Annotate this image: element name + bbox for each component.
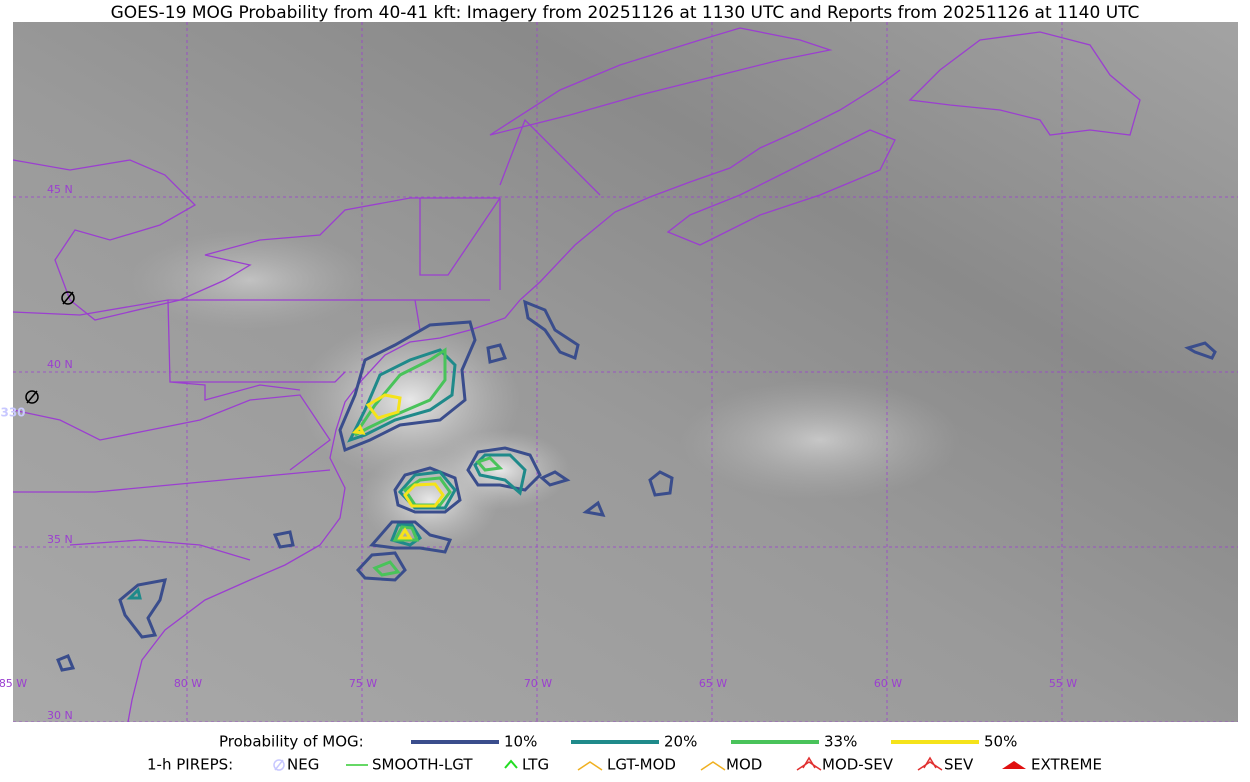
legend-label: MOD-SEV (822, 756, 894, 774)
cloud (430, 430, 570, 510)
lat-label: 30 N (47, 709, 73, 722)
map-labels: 45 N 40 N 35 N 30 N 85 W 80 W 75 W 70 W 65 W 60 W… (0, 183, 1077, 722)
cloud (680, 380, 960, 500)
legend-label: NEG (287, 756, 319, 774)
legend: Probability of MOG: 10% 20% 33% 50% 1-h PIREP… (147, 733, 1102, 774)
legend-label: 10% (504, 733, 537, 751)
legend-symbol (1002, 761, 1026, 769)
legend-label: 20% (664, 733, 697, 751)
cloud (130, 230, 370, 330)
legend-label: EXTREME (1031, 756, 1102, 774)
lon-label: 55 W (1049, 677, 1077, 690)
legend-label: 33% (824, 733, 857, 751)
lon-label: 85 W (0, 677, 27, 690)
borders (13, 27, 1141, 722)
lon-label: 80 W (174, 677, 202, 690)
graticule (13, 22, 1238, 722)
legend-symbol (274, 759, 284, 771)
legend-label: SMOOTH-LGT (372, 756, 473, 774)
lat-label: 40 N (47, 358, 73, 371)
legend-symbol (577, 761, 603, 771)
legend-title: Probability of MOG: (219, 733, 364, 751)
legend-symbol (273, 759, 285, 771)
legend-symbol (796, 761, 822, 771)
legend-symbol (700, 761, 726, 771)
legend-symbol (802, 756, 816, 769)
legend-label: LTG (522, 756, 549, 774)
legend-label: 50% (984, 733, 1017, 751)
pirep-reports (25, 291, 75, 404)
legend-symbol (504, 759, 518, 769)
lat-label: 35 N (47, 533, 73, 546)
station-label: 330 (0, 406, 25, 420)
lon-label: 60 W (874, 677, 902, 690)
legend-label: SEV (944, 756, 974, 774)
contours (56, 299, 1217, 672)
lon-label: 65 W (699, 677, 727, 690)
legend-title: 1-h PIREPS: (147, 756, 233, 774)
lon-label: 70 W (524, 677, 552, 690)
legend-label: LGT-MOD (607, 756, 676, 774)
title: GOES-19 MOG Probability from 40-41 kft: … (111, 3, 1140, 23)
legend-label: MOD (726, 756, 762, 774)
map (13, 22, 1238, 722)
lon-label: 75 W (349, 677, 377, 690)
legend-symbol (923, 756, 937, 769)
legend-symbol (917, 761, 943, 771)
lat-label: 45 N (47, 183, 73, 196)
